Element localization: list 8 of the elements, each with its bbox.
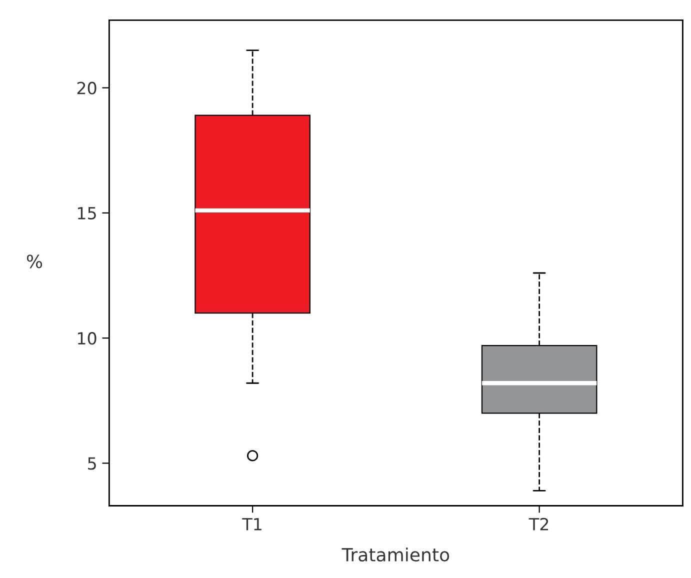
x-axis-title: Tratamiento — [342, 548, 450, 562]
x-tick-label: T1 — [242, 518, 262, 530]
y-tick-label: 20 — [77, 82, 96, 94]
y-tick-label: 10 — [78, 332, 96, 345]
y-tick-label: 5 — [88, 457, 96, 470]
y-tick-label: 15 — [78, 207, 96, 220]
y-axis-title: % — [26, 254, 42, 268]
x-tick-label: T2 — [528, 518, 548, 530]
